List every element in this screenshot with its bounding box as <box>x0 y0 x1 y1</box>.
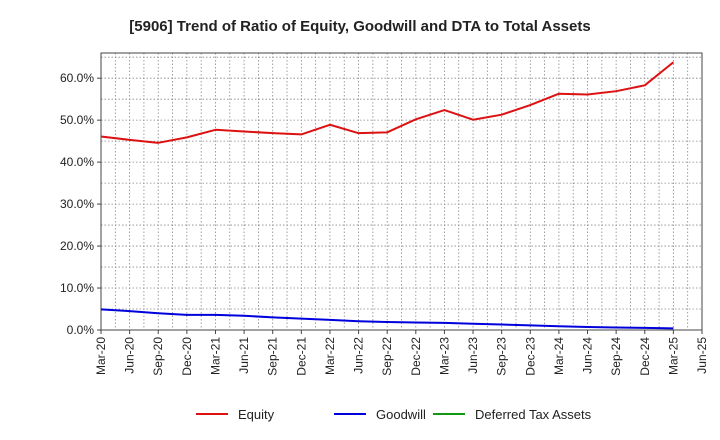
y-tick-label: 30.0% <box>60 197 94 211</box>
x-tick-label: Jun-24 <box>581 337 595 374</box>
x-axis: Mar-20 Jun-20 Sep-20 Dec-20 Mar-21 Jun-21 Sep-… <box>94 330 709 376</box>
x-tick-label: Dec-21 <box>294 337 308 376</box>
x-tick-label: Sep-20 <box>151 337 165 376</box>
grid <box>100 53 703 331</box>
x-tick-label: Mar-21 <box>208 337 222 375</box>
x-tick-label: Sep-24 <box>609 337 623 376</box>
legend-label: Goodwill <box>376 407 426 422</box>
x-tick-label: Dec-24 <box>638 337 652 376</box>
x-tick-label: Mar-24 <box>552 337 566 375</box>
series-line-equity <box>100 61 675 144</box>
x-tick-label: Mar-22 <box>323 337 337 375</box>
x-tick-label: Dec-23 <box>523 337 537 376</box>
x-tick-label: Mar-23 <box>437 337 451 375</box>
plot-frame <box>100 52 703 331</box>
x-tick-label: Dec-22 <box>409 337 423 376</box>
chart-title: [5906] Trend of Ratio of Equity, Goodwil… <box>129 18 590 35</box>
x-tick-label: Sep-21 <box>266 337 280 376</box>
y-tick-label: 40.0% <box>60 155 94 169</box>
x-tick-label: Mar-20 <box>94 337 108 375</box>
legend-label: Deferred Tax Assets <box>475 407 592 422</box>
x-tick-label: Jun-21 <box>237 337 251 374</box>
x-tick-label: Jun-25 <box>695 337 709 374</box>
x-tick-label: Dec-20 <box>180 337 194 376</box>
y-tick-label: 0.0% <box>67 323 95 337</box>
y-tick-label: 20.0% <box>60 239 94 253</box>
legend: Equity Goodwill Deferred Tax Assets <box>196 407 592 422</box>
x-tick-label: Jun-23 <box>466 337 480 374</box>
x-tick-label: Sep-23 <box>495 337 509 376</box>
x-tick-label: Sep-22 <box>380 337 394 376</box>
y-tick-label: 50.0% <box>60 113 94 127</box>
series-lines <box>100 61 675 330</box>
legend-label: Equity <box>238 407 275 422</box>
y-tick-label: 10.0% <box>60 281 94 295</box>
y-tick-label: 60.0% <box>60 71 94 85</box>
x-tick-label: Jun-20 <box>123 337 137 374</box>
y-axis: 0.0% 10.0% 20.0% 30.0% 40.0% 50.0% 60.0% <box>60 71 101 337</box>
x-tick-label: Jun-22 <box>352 337 366 374</box>
x-tick-label: Mar-25 <box>666 337 680 375</box>
series-line-goodwill <box>100 308 674 330</box>
